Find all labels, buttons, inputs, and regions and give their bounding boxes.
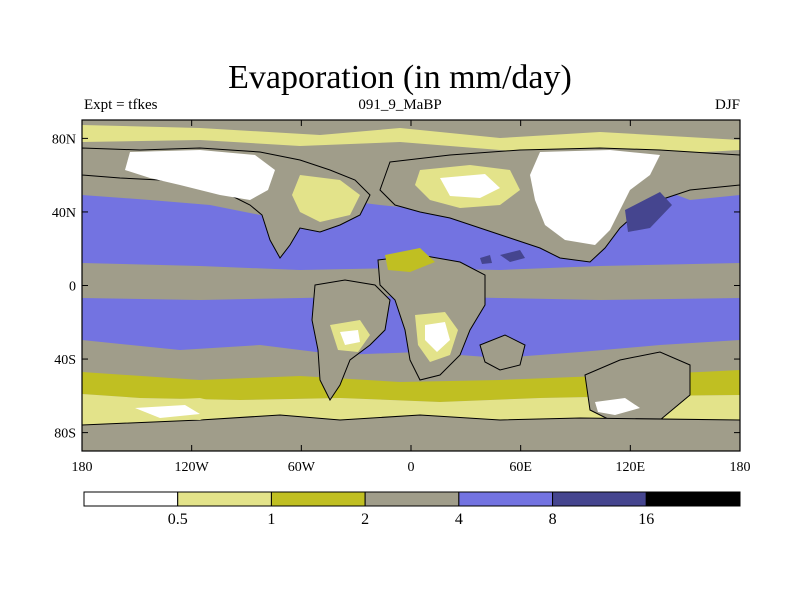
lon-tick-label: 60W [288,460,316,475]
north-africa-olive [385,248,435,272]
indonesia-dark [480,255,492,264]
age-label: 091_9_MaBP [358,97,442,113]
africa-white [425,322,450,352]
colorbar-label: 16 [638,511,654,528]
maritime-dark [500,250,525,262]
south-america-white [340,330,360,345]
lat-tick-label: 80N [52,132,76,147]
north-america-white [125,150,275,200]
season-label: DJF [714,97,740,113]
lon-tick-label: 120W [175,460,210,475]
colorbar [83,491,741,507]
colorbar-swatch [645,491,741,507]
longitude-axis: 180 120W 60W 0 60E 120E 180 [72,120,751,475]
colorbar-label: 2 [361,511,369,528]
lon-tick-label: 180 [72,460,93,475]
south-olive-band [82,370,740,402]
eurasia-white-inner [440,174,500,198]
colorbar-label: 8 [549,511,557,528]
colorbar-swatch [177,491,272,507]
colorbar-swatch [364,491,460,507]
north-america-yellow [292,175,360,222]
colorbar-label: 0.5 [168,511,188,528]
lon-tick-label: 0 [408,460,415,475]
colorbar-labels: 0.5 1 2 4 8 16 [168,511,655,528]
india-land [479,334,526,371]
kuroshio-dark [625,192,672,232]
latitude-axis: 80N 40N 0 40S 80S [52,132,740,442]
lon-tick-label: 120E [616,460,646,475]
colorbar-swatch [458,491,554,507]
lat-tick-label: 40N [52,206,76,221]
experiment-label: Expt = tfkes [84,97,158,113]
colorbar-swatch [270,491,366,507]
lon-tick-label: 60E [509,460,532,475]
colorbar-swatch [83,491,179,507]
colorbar-swatch [552,491,647,507]
lat-tick-label: 80S [54,427,76,442]
antarctica-white [135,405,200,418]
chart-title: Evaporation (in mm/day) [228,59,572,96]
lat-tick-label: 0 [69,280,76,295]
eurasia-white [530,150,660,245]
lon-tick-label: 180 [730,460,751,475]
colorbar-label: 1 [267,511,275,528]
australia-white [595,398,640,415]
antarctica-land [82,414,740,451]
colorbar-label: 4 [455,511,463,528]
lat-tick-label: 40S [54,353,76,368]
